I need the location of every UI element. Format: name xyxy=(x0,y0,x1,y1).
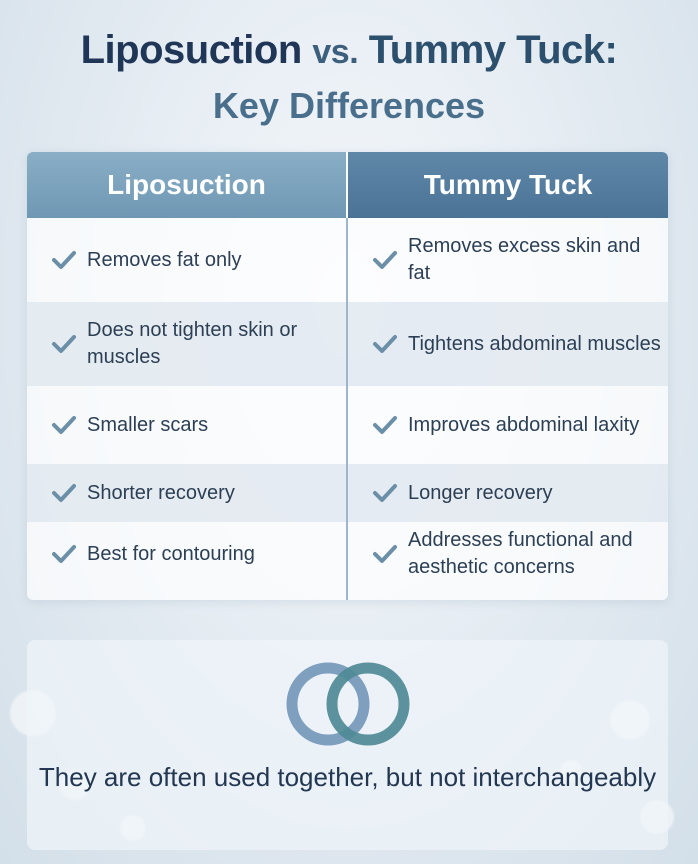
header-liposuction: Liposuction xyxy=(27,152,346,218)
cell-text: Shorter recovery xyxy=(87,481,235,504)
check-icon xyxy=(373,251,397,269)
table-row: Removes fat only Removes excess skin and… xyxy=(27,218,668,302)
check-icon xyxy=(373,416,397,434)
cell-text: Addresses functional and aesthetic conce… xyxy=(408,529,633,578)
tummy-tuck-cell: Tightens abdominal muscles xyxy=(372,302,662,386)
cell-text: Removes excess skin and fat xyxy=(408,235,641,284)
check-icon xyxy=(52,335,76,353)
table-row: Best for contouring Addresses functional… xyxy=(27,522,668,586)
check-icon xyxy=(52,545,76,563)
column-divider xyxy=(346,218,348,600)
title-line-2: Key Differences xyxy=(212,85,486,126)
check-icon xyxy=(52,484,76,502)
interlocking-rings-icon xyxy=(286,662,410,746)
check-icon xyxy=(52,416,76,434)
tummy-tuck-cell: Longer recovery xyxy=(372,464,662,522)
tummy-tuck-cell: Addresses functional and aesthetic conce… xyxy=(372,522,662,586)
title-vs: vs. xyxy=(312,33,359,71)
check-icon xyxy=(373,484,397,502)
cell-text: Improves abdominal laxity xyxy=(408,413,640,436)
liposuction-cell: Removes fat only xyxy=(51,218,341,302)
check-icon xyxy=(373,545,397,563)
cell-text: Does not tighten skin or muscles xyxy=(87,319,298,368)
page-title: Liposuction vs. Tummy Tuck: Key Differen… xyxy=(0,24,698,130)
cell-text: Tightens abdominal muscles xyxy=(408,332,661,355)
liposuction-cell: Does not tighten skin or muscles xyxy=(51,302,341,386)
cell-text: Longer recovery xyxy=(408,481,553,504)
footer-panel: They are often used together, but not in… xyxy=(27,640,668,850)
liposuction-cell: Shorter recovery xyxy=(51,464,341,522)
title-line-1: Liposuction vs. Tummy Tuck: xyxy=(0,24,698,78)
liposuction-cell: Best for contouring xyxy=(51,522,341,586)
check-icon xyxy=(52,251,76,269)
tummy-tuck-cell: Removes excess skin and fat xyxy=(372,218,662,302)
cell-text: Removes fat only xyxy=(87,248,242,271)
header-tummy-tuck: Tummy Tuck xyxy=(348,152,668,218)
table-row: Smaller scars Improves abdominal laxity xyxy=(27,386,668,464)
cell-text: Smaller scars xyxy=(87,413,209,436)
tummy-tuck-cell: Improves abdominal laxity xyxy=(372,386,662,464)
comparison-table: Liposuction Tummy Tuck Removes fat only … xyxy=(27,152,668,600)
title-liposuction: Liposuction xyxy=(80,28,303,72)
liposuction-cell: Smaller scars xyxy=(51,386,341,464)
title-tummy-tuck: Tummy Tuck: xyxy=(368,28,618,72)
check-icon xyxy=(373,335,397,353)
cell-text: Best for contouring xyxy=(87,542,255,565)
footer-note: They are often used together, but not in… xyxy=(38,762,657,792)
